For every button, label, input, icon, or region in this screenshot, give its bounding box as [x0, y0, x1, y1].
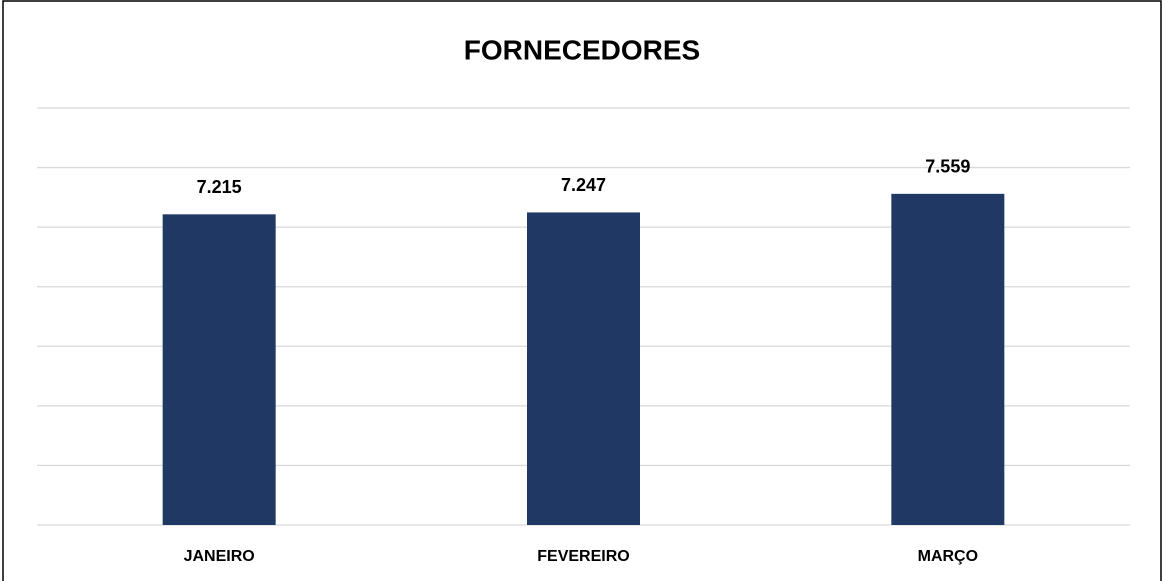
bar — [891, 193, 1005, 526]
x-tick-label: JANEIRO — [184, 548, 255, 565]
chart-title: FORNECEDORES — [464, 34, 700, 65]
value-label: 7.247 — [561, 175, 606, 195]
value-label: 7.559 — [925, 157, 970, 177]
bar — [527, 212, 640, 525]
x-tick-label: FEVEREIRO — [537, 548, 629, 565]
bar — [162, 214, 276, 525]
value-label: 7.215 — [197, 177, 242, 197]
x-tick-label: MARÇO — [918, 548, 978, 565]
